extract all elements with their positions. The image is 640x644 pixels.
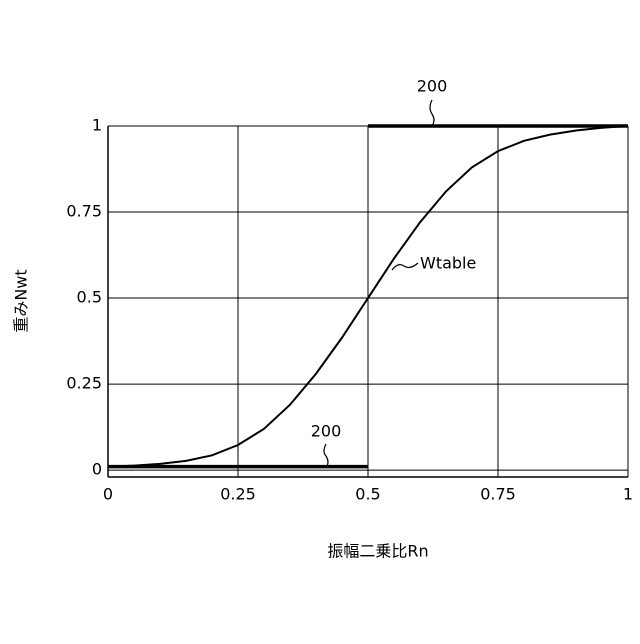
leader <box>324 444 328 468</box>
x-tick-label: 0.5 <box>355 485 380 504</box>
x-axis-label: 振幅二乗比Rn <box>327 542 428 561</box>
reference-label: 200 <box>311 422 342 441</box>
y-tick-label: 0 <box>92 460 102 479</box>
reference-label: 200 <box>417 77 448 96</box>
y-tick-label: 0.25 <box>66 374 102 393</box>
leader <box>392 263 418 270</box>
curve-label: Wtable <box>420 254 476 273</box>
y-tick-label: 0.75 <box>66 202 102 221</box>
x-tick-label: 0.25 <box>220 485 256 504</box>
chart: 振幅二乗比Rn 重みNwt 0 0.25 0.5 0.75 1 0 0.25 0.5 0.75 1… <box>0 0 640 640</box>
x-tick-label: 1 <box>623 485 633 504</box>
y-axis-label: 重みNwt <box>12 269 31 332</box>
leader <box>430 100 434 126</box>
x-tick-label: 0.75 <box>480 485 516 504</box>
y-tick-label: 1 <box>92 116 102 135</box>
y-tick-label: 0.5 <box>77 288 102 307</box>
x-tick-label: 0 <box>103 485 113 504</box>
